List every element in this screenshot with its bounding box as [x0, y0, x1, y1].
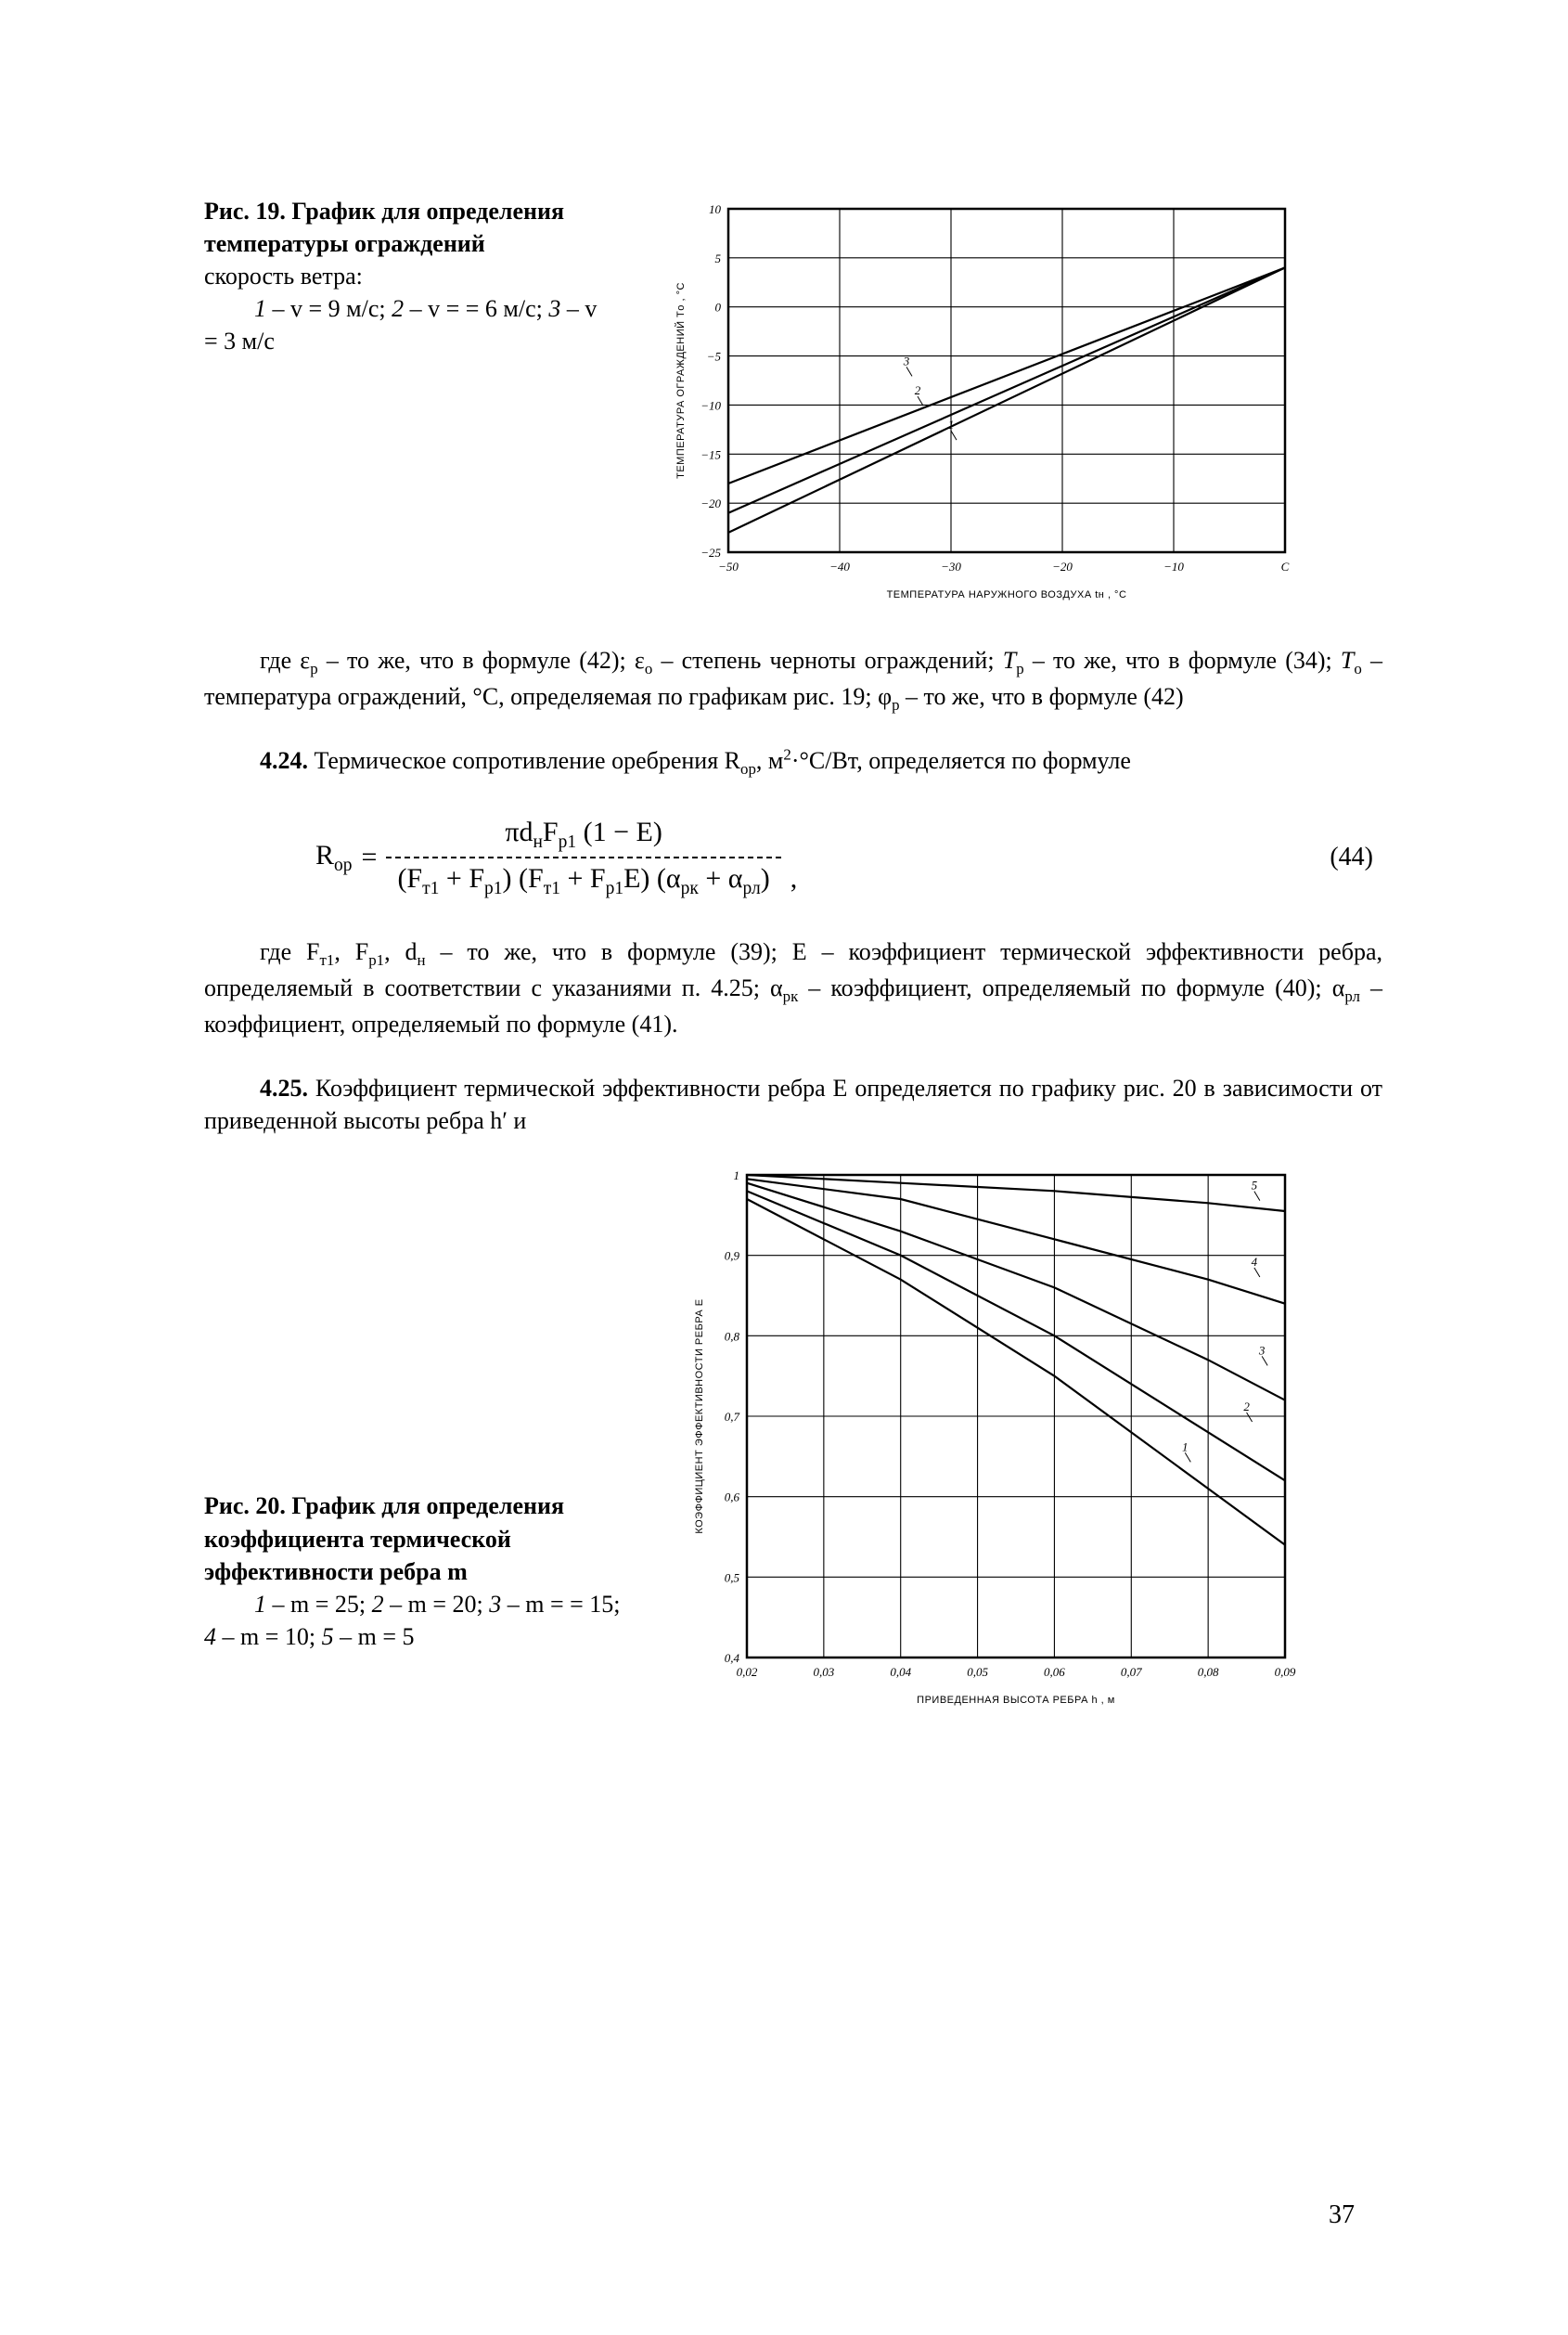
- svg-text:3: 3: [903, 354, 910, 368]
- svg-text:5: 5: [715, 252, 722, 265]
- fig20-block: Рис. 20. График для определения коэффици…: [204, 1161, 1382, 1709]
- svg-text:0,7: 0,7: [725, 1410, 740, 1424]
- svg-text:0,05: 0,05: [967, 1665, 988, 1679]
- svg-text:10: 10: [709, 202, 722, 216]
- svg-text:−50: −50: [718, 560, 739, 574]
- svg-text:1: 1: [734, 1168, 740, 1182]
- svg-text:−10: −10: [700, 398, 721, 412]
- page-number: 37: [1329, 2198, 1355, 2233]
- svg-text:5: 5: [1252, 1179, 1258, 1193]
- fig19-block: Рис. 19. График для определения температ…: [204, 195, 1382, 603]
- fig20-title: Рис. 20. График для определения коэффици…: [204, 1492, 564, 1584]
- svg-text:0,03: 0,03: [813, 1665, 834, 1679]
- svg-text:1: 1: [1182, 1439, 1189, 1453]
- svg-text:0,4: 0,4: [725, 1651, 740, 1665]
- equation-44: Rор = πdнFр1 (1 − E) (Fт1 + Fр1) (Fт1 + …: [315, 812, 1382, 904]
- svg-text:0: 0: [715, 301, 722, 315]
- fig19-sub1: скорость ветра:: [204, 263, 363, 290]
- svg-text:0,02: 0,02: [737, 1665, 758, 1679]
- svg-text:С: С: [1281, 560, 1290, 574]
- fig19-chart-holder: −50−40−30−20−10С−25−20−15−10−50510123ТЕМ…: [640, 195, 1308, 603]
- fig19-sub2: 1 – v = 9 м/с; 2 – v = = 6 м/с; 3 – v = …: [204, 292, 603, 357]
- svg-text:−10: −10: [1163, 560, 1184, 574]
- svg-text:−20: −20: [1052, 560, 1073, 574]
- svg-text:2: 2: [915, 383, 921, 397]
- svg-text:0,08: 0,08: [1198, 1665, 1219, 1679]
- eq44-frac: πdнFр1 (1 − E) (Fт1 + Fр1) (Fт1 + Fр1E) …: [386, 812, 780, 904]
- svg-text:КОЭФФИЦИЕНТ ЭФФЕКТИВНОСТИ РЕБР: КОЭФФИЦИЕНТ ЭФФЕКТИВНОСТИ РЕБРА E: [694, 1298, 705, 1533]
- svg-text:0,04: 0,04: [890, 1665, 911, 1679]
- fig20-sub: 1 – m = 25; 2 – m = 20; 3 – m = = 15; 4 …: [204, 1588, 622, 1653]
- svg-text:0,06: 0,06: [1044, 1665, 1065, 1679]
- svg-text:−30: −30: [941, 560, 961, 574]
- sec-4-24: 4.24. Термическое сопротивление оребрени…: [204, 744, 1382, 780]
- svg-text:−20: −20: [700, 497, 721, 510]
- fig19-chart: −50−40−30−20−10С−25−20−15−10−50510123ТЕМ…: [640, 195, 1308, 603]
- fig19-caption: Рис. 19. График для определения температ…: [204, 195, 603, 357]
- svg-text:4: 4: [1252, 1255, 1258, 1269]
- svg-text:−25: −25: [700, 546, 721, 560]
- svg-text:0,07: 0,07: [1121, 1665, 1142, 1679]
- eq44-number: (44): [1330, 840, 1382, 875]
- svg-text:−5: −5: [707, 350, 722, 364]
- svg-text:0,5: 0,5: [725, 1570, 740, 1584]
- para-after-eq44: где Fт1, Fр1, dн – то же, что в формуле …: [204, 935, 1382, 1040]
- svg-text:ТЕМПЕРАТУРА ОГРАЖДЕНИЙ Tо , °: ТЕМПЕРАТУРА ОГРАЖДЕНИЙ Tо , °С: [675, 282, 687, 479]
- svg-text:0,8: 0,8: [725, 1329, 740, 1343]
- svg-text:ТЕМПЕРАТУРА НАРУЖНОГО ВОЗДУХА: ТЕМПЕРАТУРА НАРУЖНОГО ВОЗДУХА tн , °С: [887, 589, 1127, 600]
- eq44-lhs: Rор: [315, 837, 353, 878]
- svg-text:−15: −15: [700, 447, 721, 461]
- fig20-chart-holder: 0,02 0,03 0,04 0,05 0,06 0,07 0,08 0,09 0,4 0,5 0,…: [659, 1161, 1308, 1709]
- sec-4-25: 4.25. Коэффициент термической эффективно…: [204, 1072, 1382, 1137]
- page: Рис. 19. График для определения температ…: [0, 0, 1568, 2335]
- svg-text:ПРИВЕДЕННАЯ ВЫСОТА РЕБРА h ,: ПРИВЕДЕННАЯ ВЫСОТА РЕБРА h , м: [917, 1695, 1115, 1706]
- svg-text:0,09: 0,09: [1275, 1665, 1296, 1679]
- svg-text:−40: −40: [829, 560, 850, 574]
- svg-text:3: 3: [1258, 1343, 1266, 1357]
- svg-text:0,9: 0,9: [725, 1249, 740, 1263]
- para-eps: где εр – то же, что в формуле (42); εо –…: [204, 644, 1382, 716]
- svg-text:2: 2: [1243, 1400, 1250, 1413]
- fig20-caption: Рис. 20. График для определения коэффици…: [204, 1490, 622, 1708]
- fig19-title: Рис. 19. График для определения температ…: [204, 198, 564, 257]
- svg-text:0,6: 0,6: [725, 1490, 740, 1504]
- fig20-chart: 0,02 0,03 0,04 0,05 0,06 0,07 0,08 0,09 0,4 0,5 0,…: [659, 1161, 1308, 1709]
- svg-text:1: 1: [948, 418, 955, 432]
